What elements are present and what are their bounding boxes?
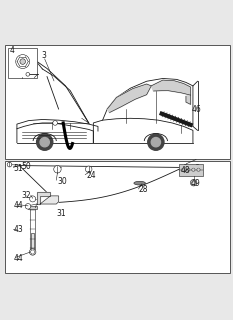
- Circle shape: [7, 162, 12, 167]
- Bar: [5, 161, 230, 274]
- Polygon shape: [103, 78, 193, 126]
- Bar: [28, 206, 37, 209]
- Polygon shape: [107, 84, 151, 113]
- Text: 51: 51: [14, 164, 23, 173]
- Text: 50: 50: [21, 162, 31, 171]
- Bar: [31, 233, 34, 254]
- Bar: [30, 207, 35, 249]
- Bar: [5, 45, 230, 159]
- Polygon shape: [186, 95, 191, 104]
- Text: 4: 4: [10, 46, 15, 55]
- Polygon shape: [93, 118, 193, 143]
- Polygon shape: [17, 119, 98, 131]
- Text: 44: 44: [14, 254, 23, 263]
- Text: 49: 49: [191, 179, 200, 188]
- Circle shape: [187, 168, 190, 171]
- Circle shape: [86, 166, 92, 172]
- Text: 44: 44: [14, 201, 23, 210]
- Polygon shape: [17, 123, 93, 143]
- Text: 24: 24: [86, 171, 96, 180]
- Circle shape: [29, 249, 36, 255]
- Text: 28: 28: [138, 185, 148, 194]
- Text: 48: 48: [180, 166, 190, 175]
- Circle shape: [30, 196, 36, 202]
- Circle shape: [26, 72, 30, 76]
- Circle shape: [151, 138, 161, 147]
- Circle shape: [148, 134, 164, 150]
- Polygon shape: [40, 196, 58, 204]
- Circle shape: [197, 168, 200, 171]
- Text: 46: 46: [192, 105, 202, 114]
- Circle shape: [190, 180, 197, 186]
- Polygon shape: [37, 192, 51, 204]
- Text: 32: 32: [21, 191, 31, 200]
- Bar: [8, 48, 37, 78]
- Circle shape: [182, 168, 185, 171]
- Circle shape: [25, 204, 31, 209]
- Circle shape: [54, 165, 61, 173]
- Text: 3: 3: [41, 51, 46, 60]
- Circle shape: [192, 168, 195, 171]
- Circle shape: [40, 138, 49, 147]
- Circle shape: [20, 59, 25, 64]
- Text: 30: 30: [58, 177, 67, 186]
- Ellipse shape: [134, 181, 145, 185]
- Bar: [179, 164, 203, 176]
- Circle shape: [16, 55, 30, 68]
- Polygon shape: [151, 80, 191, 95]
- Text: 31: 31: [56, 209, 66, 218]
- Circle shape: [53, 121, 58, 125]
- Circle shape: [37, 134, 53, 150]
- Text: 43: 43: [14, 226, 23, 235]
